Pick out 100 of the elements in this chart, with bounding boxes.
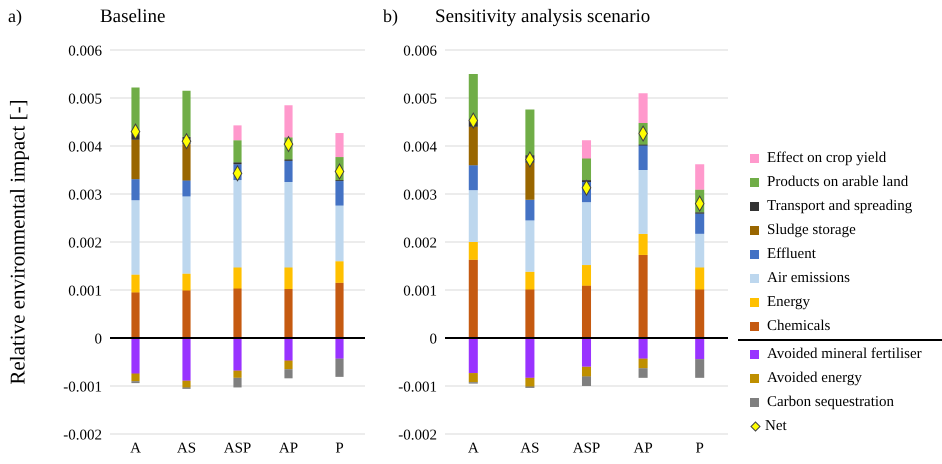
bar: [582, 202, 592, 266]
bar: [335, 282, 344, 338]
bar: [695, 290, 704, 338]
legend-label: Avoided energy: [767, 370, 862, 386]
bar: [182, 290, 191, 338]
x-tick-label: AS: [176, 440, 196, 457]
bar: [468, 74, 478, 120]
legend-label: Avoided mineral fertiliser: [767, 346, 922, 362]
bar: [233, 180, 242, 268]
x-tick-label: ASP: [572, 440, 600, 457]
bar: [638, 254, 648, 338]
bar: [695, 338, 704, 360]
bar: [335, 133, 344, 158]
bar: [582, 286, 592, 338]
bar: [335, 181, 344, 206]
legend-label: Air emissions: [767, 270, 850, 286]
legend-label: Transport and spreading: [767, 198, 912, 214]
bar: [468, 338, 478, 374]
x-tick-label: A: [130, 440, 142, 457]
bar: [468, 126, 478, 166]
y-tick-label: 0.005: [403, 91, 437, 108]
bar: [233, 267, 242, 289]
bar: [525, 272, 534, 290]
bar: [638, 338, 648, 359]
x-tick-label: ASP: [224, 440, 252, 457]
legend-label: Carbon sequestration: [767, 394, 894, 410]
y-tick-label: 0.002: [403, 235, 437, 252]
bar: [468, 373, 478, 382]
bar: [525, 378, 534, 386]
bar: [695, 234, 704, 268]
y-tick-label: -0.001: [398, 379, 437, 396]
chart-title: Sensitivity analysis scenario: [435, 6, 650, 28]
bar: [695, 359, 704, 378]
bar: [284, 182, 293, 268]
bar: [582, 338, 592, 367]
bar: [582, 376, 592, 386]
chart-title: Baseline: [100, 6, 166, 28]
bar: [284, 338, 293, 361]
bar: [131, 292, 140, 338]
y-axis-title: Relative environmental impact [-]: [6, 99, 30, 385]
bar: [233, 140, 242, 162]
y-tick-label: -0.002: [63, 427, 102, 444]
bar: [638, 93, 648, 123]
bar: [582, 366, 592, 376]
bar: [284, 160, 293, 182]
bar: [182, 338, 191, 381]
x-tick-label: AP: [634, 440, 653, 457]
bar: [335, 338, 344, 359]
x-tick-label: AP: [278, 440, 298, 457]
y-tick-label: 0.006: [403, 43, 438, 60]
y-tick-label: 0.002: [68, 235, 102, 252]
bar: [638, 146, 648, 170]
x-tick-label: P: [335, 440, 344, 457]
bar: [638, 368, 648, 378]
bar: [638, 358, 648, 368]
bar: [525, 162, 534, 200]
bar: [695, 164, 704, 190]
y-tick-label: 0.006: [68, 43, 102, 60]
bar: [468, 260, 478, 338]
bar: [525, 338, 534, 378]
y-tick-label: -0.002: [398, 427, 437, 444]
bar: [284, 105, 293, 138]
bar: [525, 220, 534, 272]
bar: [695, 214, 704, 234]
bar: [468, 190, 478, 242]
bar: [131, 140, 140, 180]
bar: [335, 261, 344, 283]
bar: [182, 180, 191, 196]
y-tick-label: 0.001: [68, 283, 102, 300]
legend-label: Products on arable land: [767, 174, 908, 190]
y-tick-label: 0.005: [68, 91, 102, 108]
bar: [233, 378, 242, 388]
bar: [131, 274, 140, 292]
bar: [335, 358, 344, 377]
bar: [233, 370, 242, 378]
x-tick-label: P: [696, 440, 704, 457]
x-tick-label: A: [468, 440, 479, 457]
bar: [182, 380, 191, 388]
bar: [468, 242, 478, 260]
bar: [284, 289, 293, 338]
bar: [284, 360, 293, 370]
bar: [182, 196, 191, 274]
text: b): [383, 6, 398, 27]
y-tick-label: 0: [430, 331, 437, 348]
x-tick-label: AS: [520, 440, 540, 457]
bar: [695, 267, 704, 290]
legend-label: Sludge storage: [767, 222, 856, 238]
y-tick-label: -0.001: [63, 379, 102, 396]
bar: [233, 288, 242, 338]
bar: [638, 170, 648, 234]
bar: [468, 165, 478, 190]
bar: [233, 125, 242, 140]
bar: [525, 110, 534, 156]
legend-label: Net: [765, 418, 787, 434]
bar: [525, 200, 534, 220]
y-tick-label: 0.003: [68, 187, 102, 204]
bar: [582, 140, 592, 158]
bar: [582, 265, 592, 286]
bar: [525, 290, 534, 338]
bar: [284, 369, 293, 378]
